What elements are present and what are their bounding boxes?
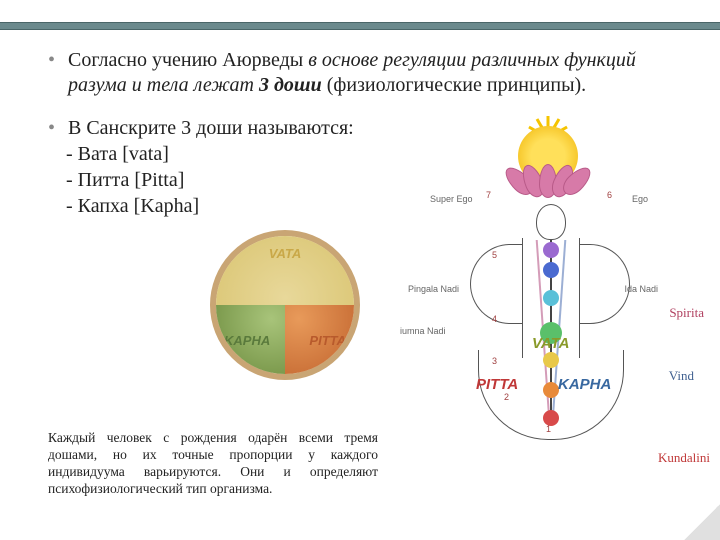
chakra-2 [543, 382, 559, 398]
label-ida: Ida Nadi [624, 284, 658, 294]
label-kundalini: Kundalini [658, 450, 710, 466]
chakra-7 [543, 242, 559, 258]
chakra-5 [543, 290, 559, 306]
head [536, 204, 566, 240]
bullet-1: • Согласно учению Аюрведы в основе регул… [48, 48, 678, 98]
num-5: 5 [492, 250, 497, 260]
dosha-wheel-diagram: VATA KAPHA PITTA [210, 230, 360, 380]
num-4: 4 [492, 314, 497, 324]
wheel-circle: VATA KAPHA PITTA [210, 230, 360, 380]
chakra-figure-diagram: Super Ego Ego 7 6 Pingala Nadi Ida Nadi … [400, 140, 700, 520]
wheel-label-pitta: PITTA [309, 333, 346, 348]
footer-paragraph: Каждый человек с рождения одарён всеми т… [48, 430, 378, 498]
wheel-label-vata: VATA [216, 246, 354, 261]
chakra-3 [543, 352, 559, 368]
figure-label-kapha: KAPHA [558, 376, 611, 393]
label-pingala: Pingala Nadi [408, 284, 459, 294]
arm-right [574, 244, 630, 324]
b1-post: (физиологические принципы). [322, 74, 586, 96]
bullet-dot-icon: • [48, 48, 68, 98]
page-curl-icon [684, 504, 720, 540]
wheel-label-kapha: KAPHA [224, 333, 270, 348]
label-spirita: Spirita [669, 305, 704, 321]
figure-label-pitta: PITTA [476, 376, 518, 393]
b1-bold: 3 доши [259, 74, 322, 96]
b1-pre: Согласно учению Аюрведы [68, 49, 308, 71]
num-1: 1 [546, 424, 551, 434]
label-shumna: iumna Nadi [400, 326, 446, 336]
bullet-dot-icon: • [48, 116, 68, 141]
label-vind: Vind [669, 368, 694, 384]
num-3: 3 [492, 356, 497, 366]
bullet-1-text: Согласно учению Аюрведы в основе регуляц… [68, 48, 678, 98]
num-2: 2 [504, 392, 509, 402]
figure-label-vata: VATA [532, 335, 570, 352]
header-stripe [0, 22, 720, 30]
arm-left [470, 244, 526, 324]
chakra-6 [543, 262, 559, 278]
